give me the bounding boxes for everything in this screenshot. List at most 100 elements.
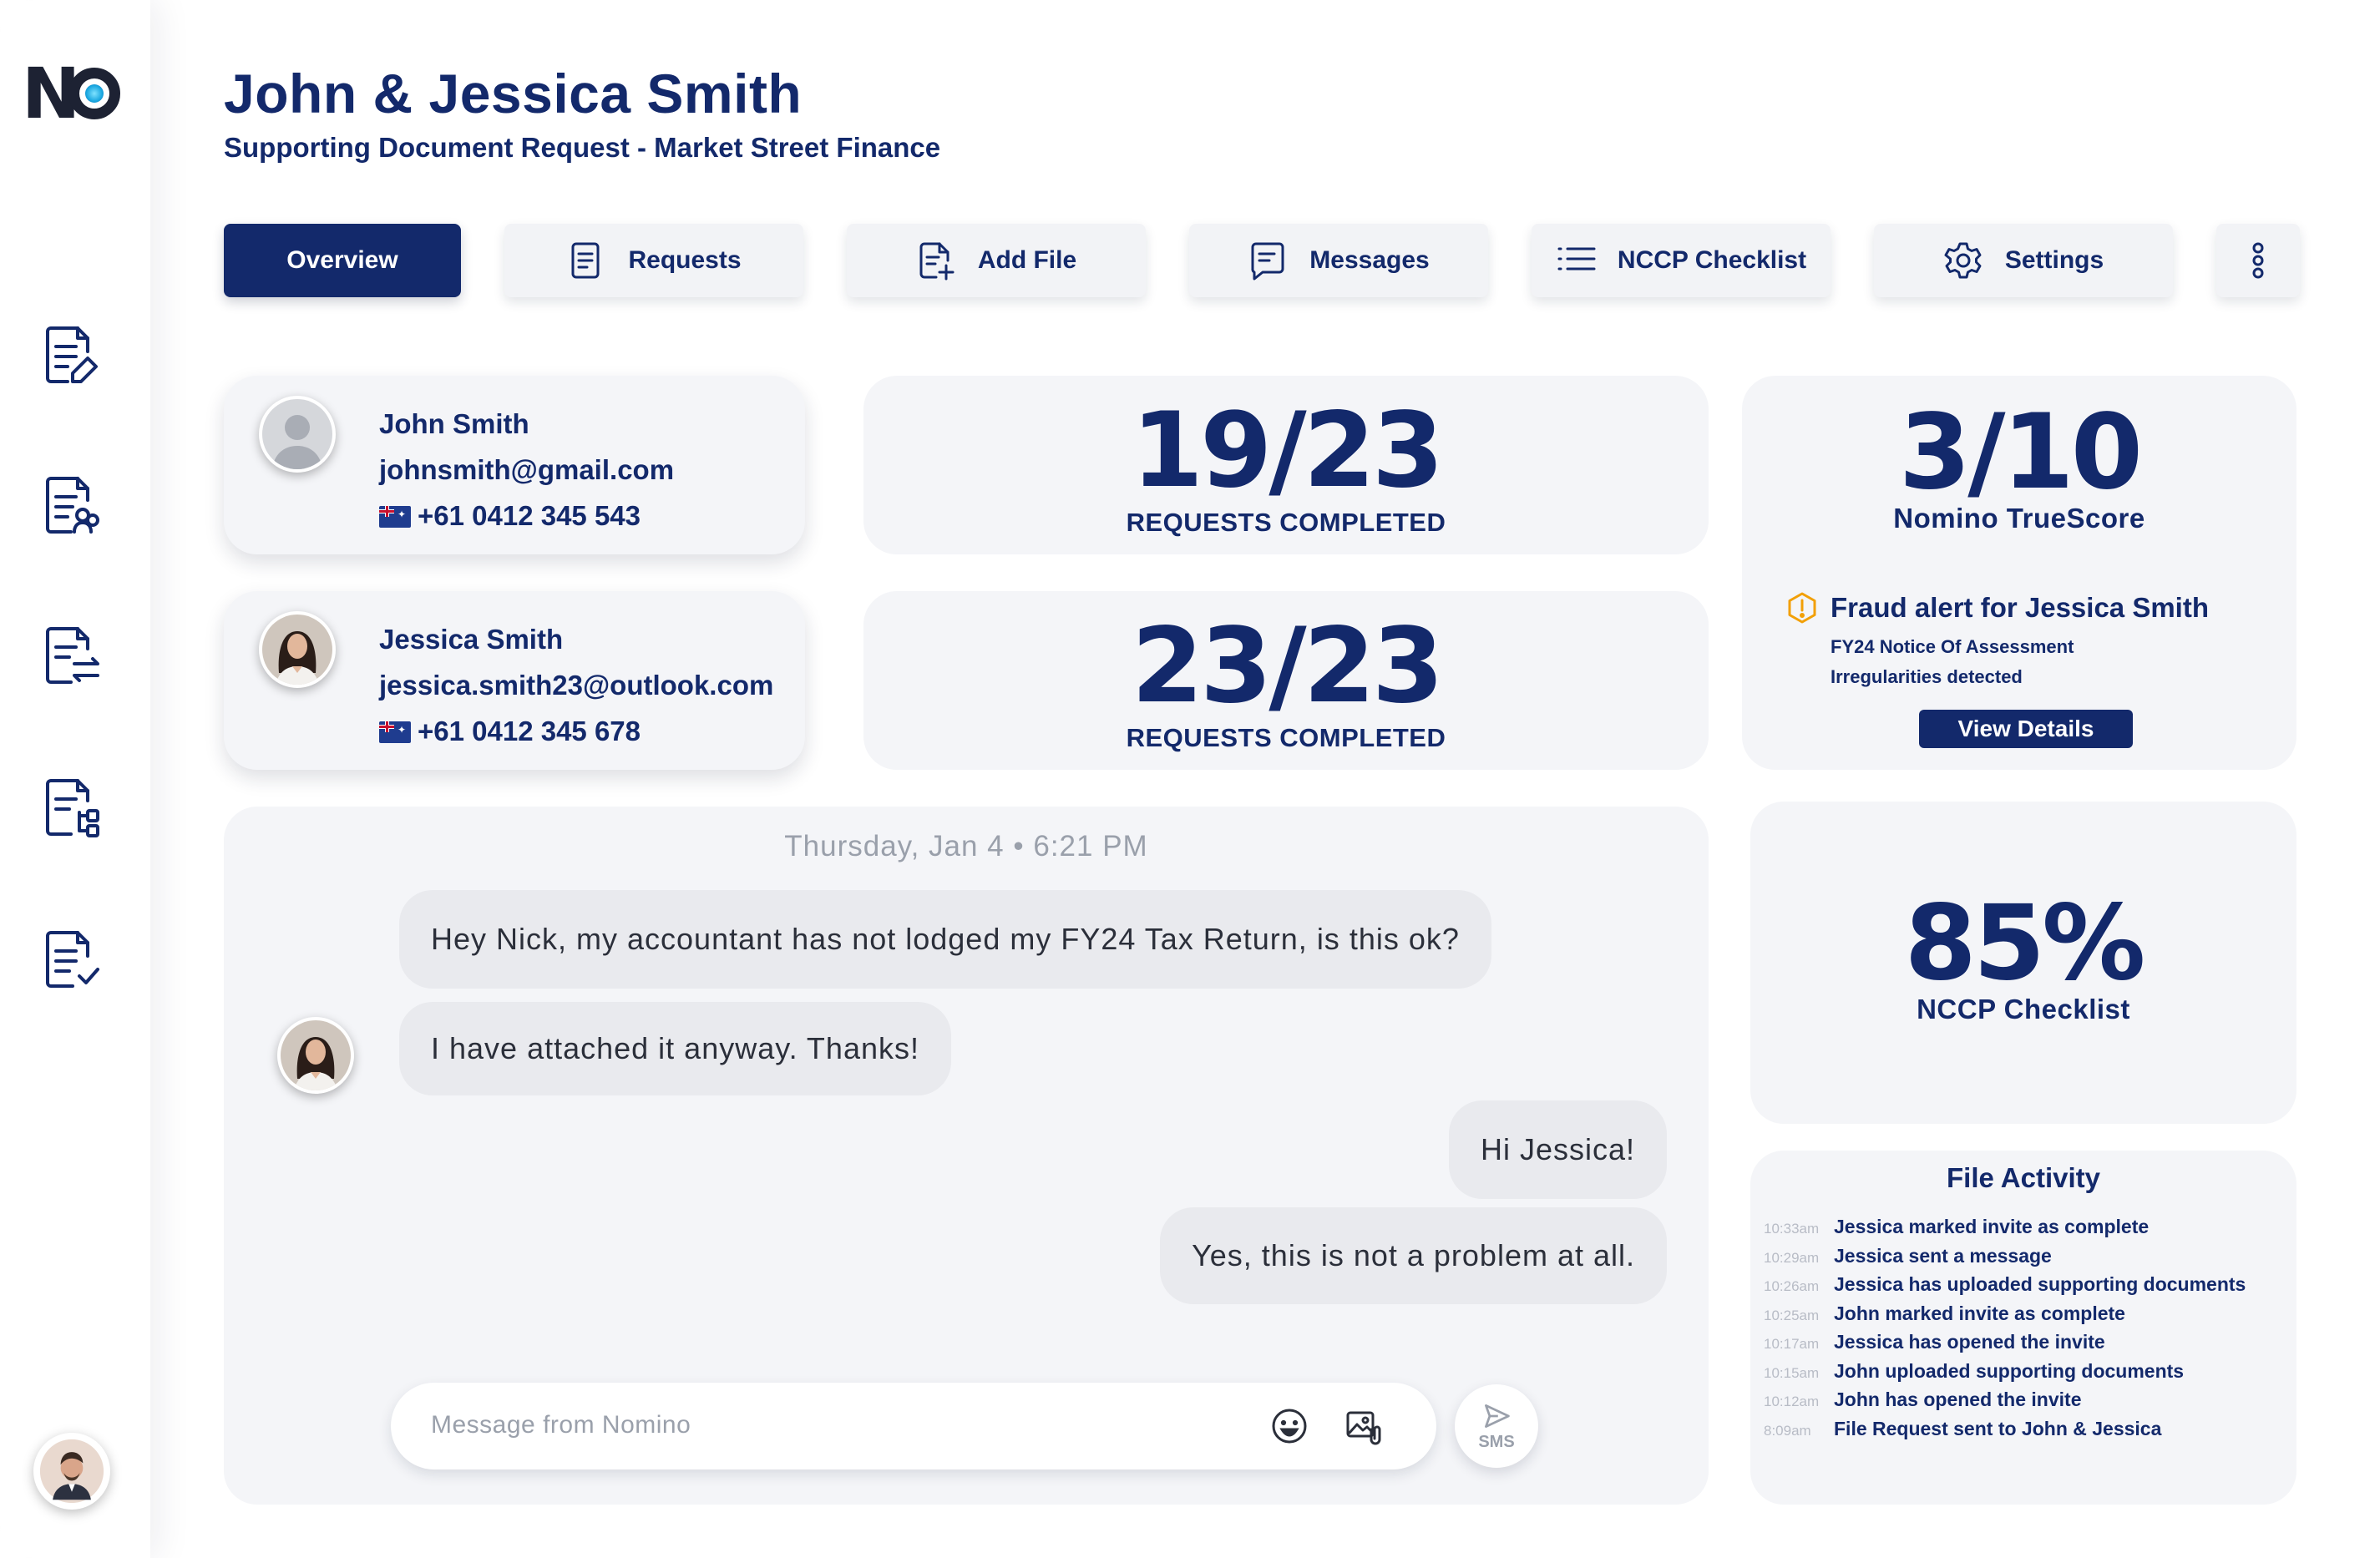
contact-phone[interactable]: +61 0412 345 678 (418, 716, 641, 746)
requests-completed-value: 19/23 (1131, 391, 1444, 511)
contact-card-john: John Smith johnsmith@gmail.com +61 0412 … (224, 376, 805, 554)
activity-time: 10:29am (1764, 1249, 1820, 1266)
document-icon (571, 242, 600, 279)
jessica-photo-icon (281, 1020, 351, 1090)
contact-email[interactable]: jessica.smith23@outlook.com (379, 670, 774, 701)
tab-overview-label: Overview (286, 246, 398, 274)
page-title: John & Jessica Smith (224, 63, 803, 124)
message-input[interactable]: Message from Nomino (391, 1383, 1436, 1469)
sidebar-item-document-transfer[interactable] (33, 618, 109, 693)
activity-text: John has opened the invite (1834, 1389, 2082, 1410)
activity-time: 10:25am (1764, 1307, 1820, 1323)
message-input-placeholder: Message from Nomino (431, 1411, 691, 1439)
activity-text: File Request sent to John & Jessica (1834, 1417, 2162, 1439)
nccp-label: NCCP Checklist (1917, 994, 2130, 1024)
tab-requests[interactable]: Requests (504, 224, 803, 297)
sidebar-item-document-users[interactable] (33, 468, 109, 543)
message-bubble-outgoing: Yes, this is not a problem at all. (1160, 1207, 1667, 1304)
activity-text: Jessica has uploaded supporting document… (1834, 1273, 2246, 1295)
message-icon (1251, 242, 1284, 281)
contact-name: Jessica Smith (379, 624, 564, 655)
more-options-button[interactable] (2216, 224, 2300, 297)
file-activity-title: File Activity (1947, 1162, 2100, 1193)
sidebar-item-document-structure[interactable] (33, 770, 109, 845)
tab-messages[interactable]: Messages (1189, 224, 1488, 297)
more-vertical-icon (2252, 242, 2264, 279)
activity-time: 8:09am (1764, 1422, 1811, 1439)
attach-image-icon[interactable] (1343, 1404, 1386, 1448)
message-bubble-incoming: I have attached it anyway. Thanks! (399, 1002, 951, 1095)
activity-time: 10:15am (1764, 1364, 1820, 1381)
document-check-icon (46, 931, 99, 988)
send-sms-button[interactable]: SMS (1455, 1384, 1538, 1468)
list-icon (1557, 247, 1596, 271)
activity-item: 10:25am John marked invite as complete (1764, 1303, 2246, 1332)
chat-panel: Thursday, Jan 4 • 6:21 PM Hey Nick, my a… (224, 807, 1709, 1505)
chat-date-header: Thursday, Jan 4 • 6:21 PM (784, 830, 1148, 862)
activity-item: 8:09am File Request sent to John & Jessic… (1764, 1418, 2246, 1447)
send-icon (1485, 1404, 1510, 1428)
user-avatar[interactable] (33, 1433, 110, 1510)
contact-details: Jessica Smith jessica.smith23@outlook.co… (379, 616, 773, 754)
activity-text: Jessica sent a message (1834, 1244, 2052, 1267)
nomino-logo[interactable]: N (22, 53, 122, 134)
requests-completed-label: REQUESTS COMPLETED (1126, 508, 1446, 537)
jessica-photo-icon (262, 615, 332, 685)
page-subtitle: Supporting Document Request - Market Str… (224, 132, 941, 163)
message-bubble-outgoing: Hi Jessica! (1448, 1100, 1667, 1199)
sidebar-item-document-check[interactable] (33, 922, 109, 997)
view-details-button[interactable]: View Details (1919, 710, 2133, 748)
default-user-icon (262, 399, 332, 469)
tab-nccp-checklist-label: NCCP Checklist (1617, 246, 1807, 274)
contact-email[interactable]: johnsmith@gmail.com (379, 454, 675, 485)
edit-document-icon (46, 326, 98, 383)
tab-add-file-label: Add File (977, 246, 1077, 274)
requests-stat-card-john: 19/23 REQUESTS COMPLETED (863, 376, 1709, 554)
activity-item: 10:29am Jessica sent a message (1764, 1245, 2246, 1274)
avatar-john[interactable] (259, 396, 336, 473)
nccp-percentage: 85% (1904, 883, 2146, 1004)
activity-time: 10:17am (1764, 1336, 1820, 1352)
activity-item: 10:33am Jessica marked invite as complete (1764, 1216, 2246, 1245)
user-avatar-icon (39, 1439, 104, 1504)
sidebar: N (0, 0, 150, 1558)
fraud-alert-text: Fraud alert for Jessica Smith (1831, 592, 2209, 623)
activity-text: John marked invite as complete (1834, 1302, 2125, 1324)
logo-letter-n: N (22, 53, 80, 134)
sidebar-item-edit-document[interactable] (33, 317, 109, 392)
contact-card-jessica: Jessica Smith jessica.smith23@outlook.co… (224, 591, 805, 770)
tab-settings[interactable]: Settings (1874, 224, 2173, 297)
gear-icon (1944, 242, 1982, 279)
contact-details: John Smith johnsmith@gmail.com +61 0412 … (379, 401, 674, 539)
contact-phone-row: +61 0412 345 678 (379, 708, 773, 754)
send-sms-label: SMS (1478, 1432, 1515, 1451)
tab-messages-label: Messages (1309, 246, 1430, 274)
truescore-label: Nomino TrueScore (1893, 503, 2145, 534)
tab-add-file[interactable]: Add File (847, 224, 1146, 297)
australia-flag-icon (379, 721, 411, 743)
fraud-alert-detail-2: Irregularities detected (1831, 666, 2023, 687)
fraud-alert-title: Fraud alert for Jessica Smith (1785, 591, 2209, 625)
activity-item: 10:15am John uploaded supporting document… (1764, 1360, 2246, 1389)
logo-letter-o (68, 68, 121, 119)
activity-item: 10:26am Jessica has uploaded supporting d… (1764, 1273, 2246, 1303)
activity-time: 10:33am (1764, 1221, 1820, 1237)
contact-phone[interactable]: +61 0412 345 543 (418, 500, 641, 531)
activity-text: John uploaded supporting documents (1834, 1359, 2185, 1382)
emoji-icon[interactable] (1268, 1404, 1311, 1448)
truescore-value: 3/10 (1898, 392, 2143, 513)
activity-text: Jessica marked invite as complete (1834, 1216, 2150, 1237)
avatar-jessica[interactable] (259, 611, 336, 688)
document-transfer-icon (46, 627, 99, 684)
nccp-checklist-card[interactable]: 85% NCCP Checklist (1750, 802, 2296, 1124)
activity-text: Jessica has opened the invite (1834, 1331, 2105, 1353)
message-bubble-incoming: Hey Nick, my accountant has not lodged m… (399, 890, 1491, 989)
contact-phone-row: +61 0412 345 543 (379, 493, 674, 539)
document-structure-icon (46, 779, 99, 837)
chat-avatar-jessica (277, 1017, 354, 1094)
tab-overview[interactable]: Overview (224, 224, 461, 297)
tab-nccp-checklist[interactable]: NCCP Checklist (1532, 224, 1831, 297)
add-file-icon (919, 242, 955, 281)
document-users-icon (46, 477, 99, 534)
